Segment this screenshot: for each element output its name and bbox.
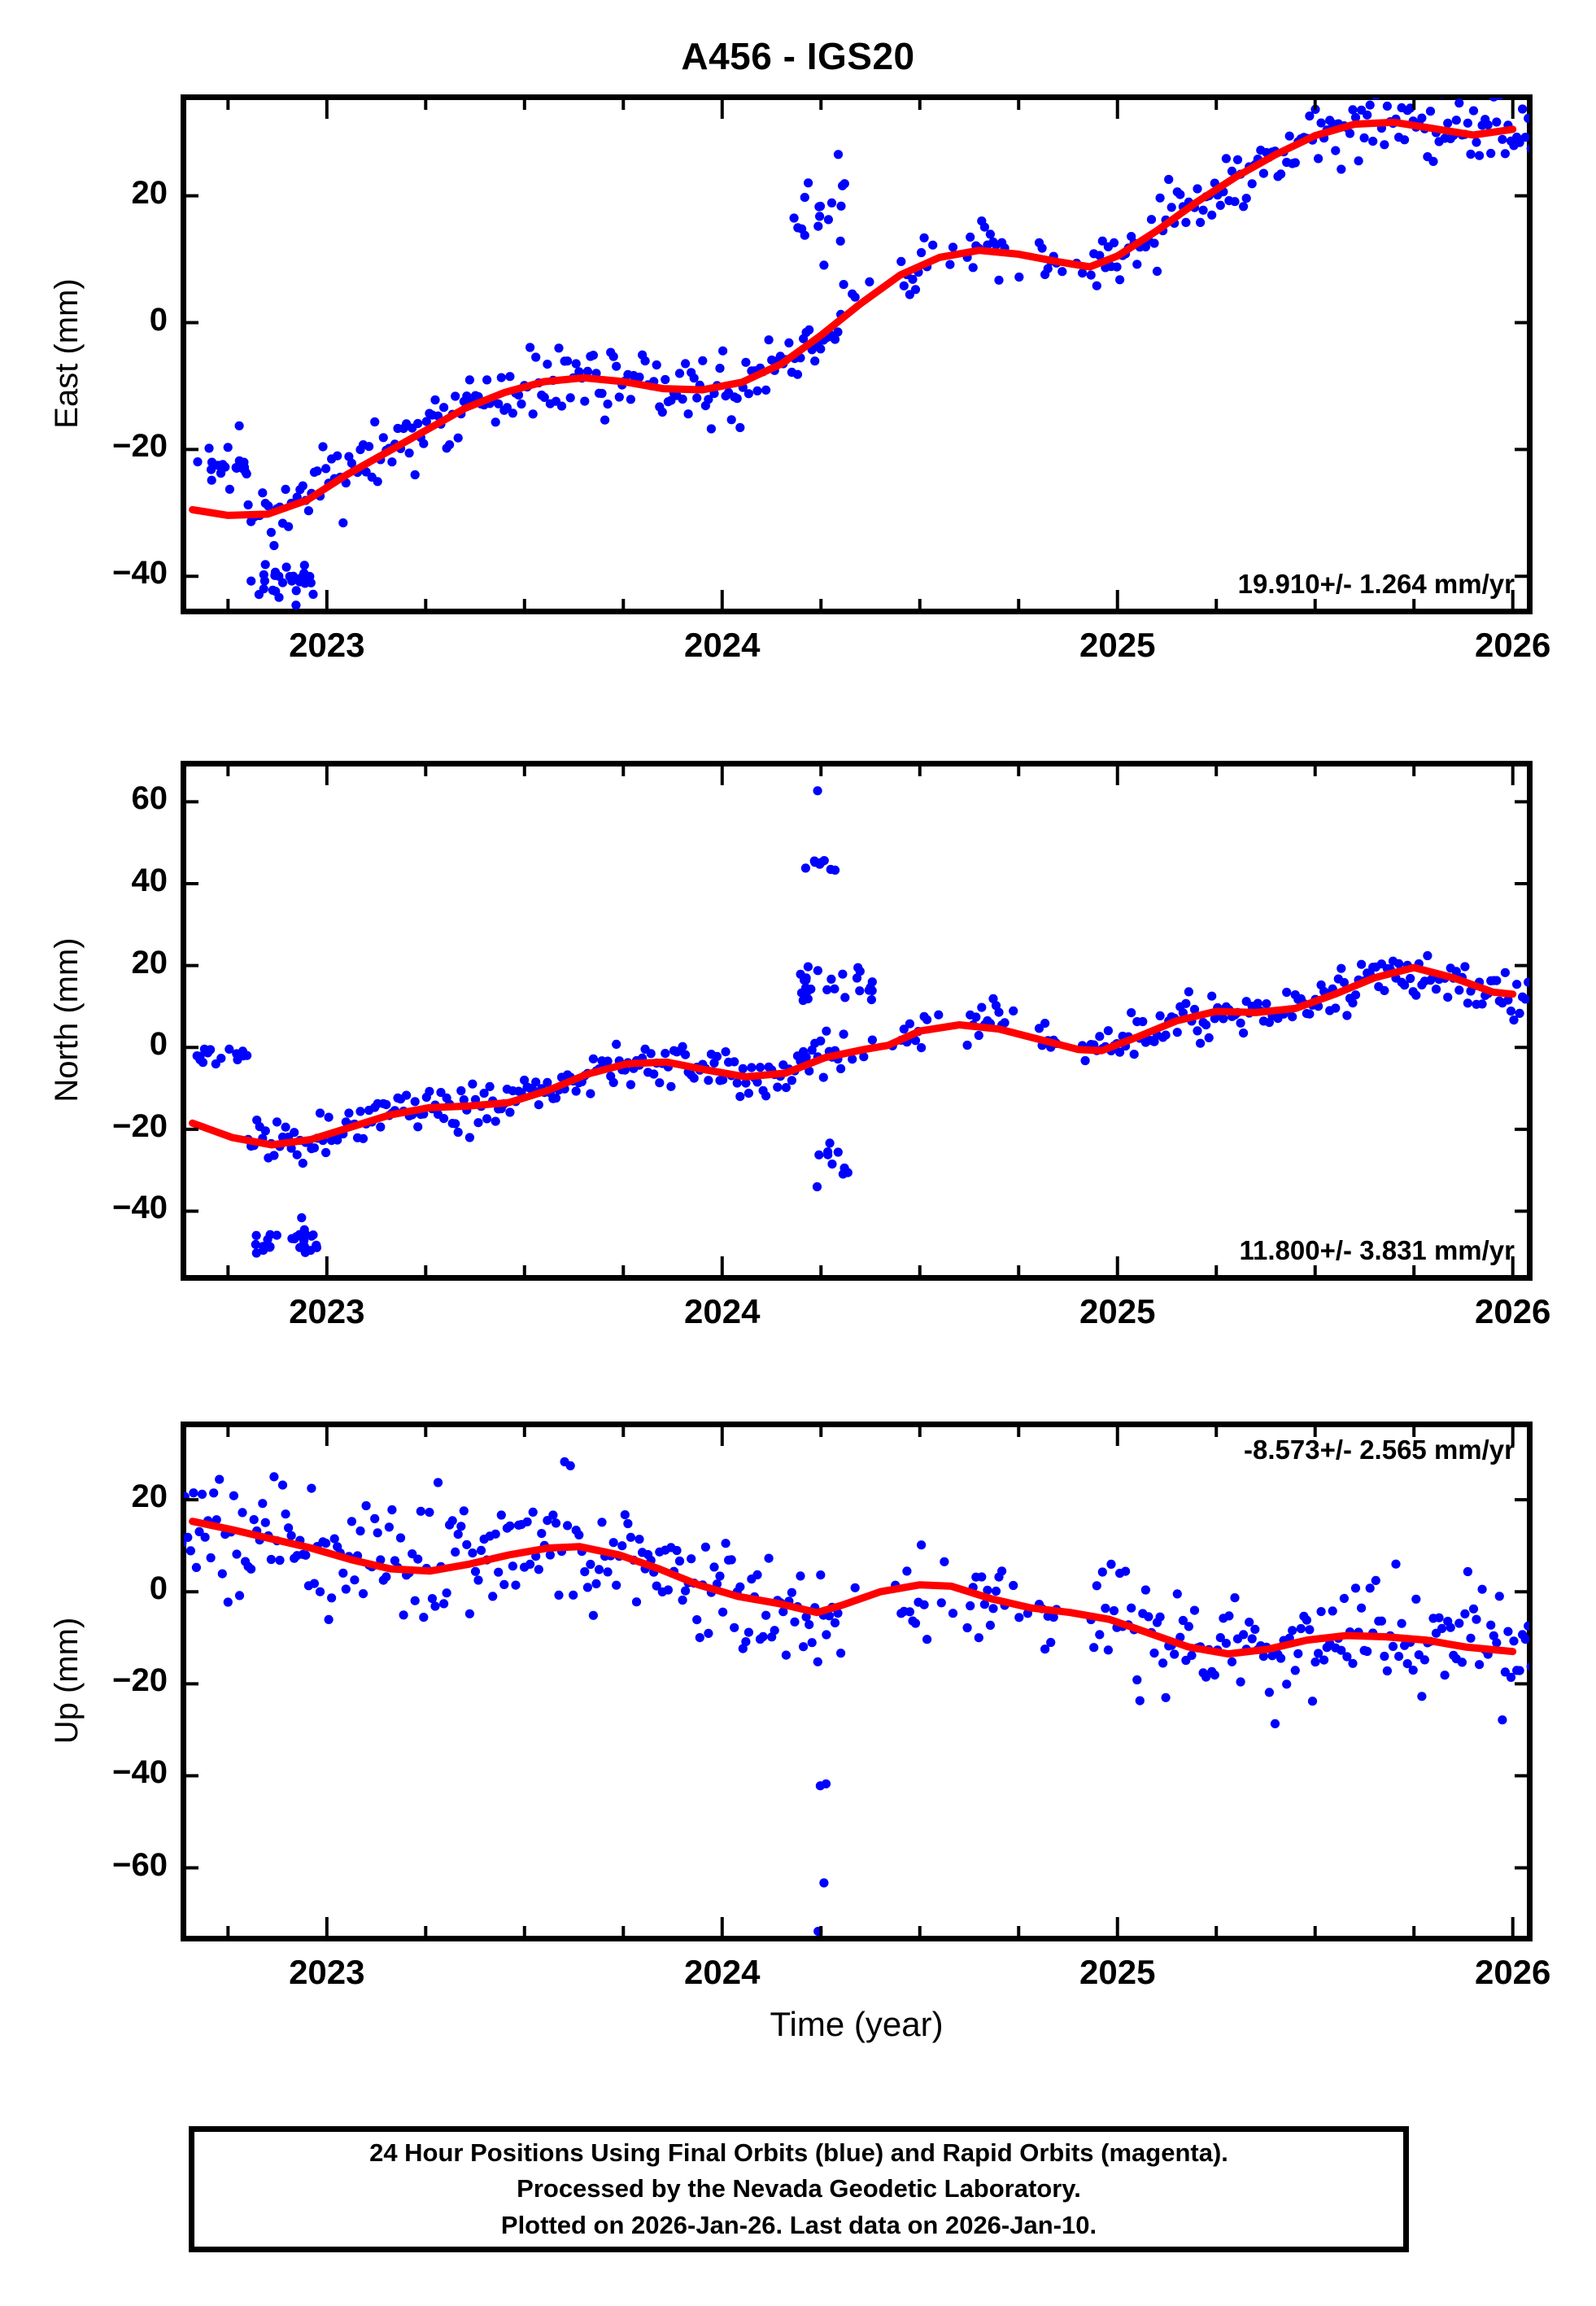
plot-canvas-up: [184, 1425, 1529, 1938]
xtick-label-up-2025: 2025: [1079, 1953, 1156, 1991]
plot-canvas-north: [184, 764, 1529, 1277]
ytick-label-east-3: −40: [112, 555, 168, 592]
panel-up: 20 0 −20 −40 −60 Up (mm) 2023 2024 2025 2026 -8.57…: [49, 1422, 1550, 1991]
xtick-label-east-2026: 2026: [1474, 626, 1551, 664]
panel-east: 20 0 −20 −40 East (mm) 2023 2024 2025 2026 19.910…: [49, 94, 1550, 664]
plot-frame-east: [181, 94, 1533, 614]
caption-line-2: Processed by the Nevada Geodetic Laborat…: [517, 2174, 1081, 2203]
xtick-label-north-2023: 2023: [289, 1292, 365, 1330]
caption-line-1: 24 Hour Positions Using Final Orbits (bl…: [369, 2138, 1228, 2168]
ytick-label-up-1: 0: [149, 1570, 168, 1607]
axis-ticks-north: [184, 764, 1529, 1277]
xtick-label-north-2026: 2026: [1474, 1292, 1551, 1330]
y-axis-title-up: Up (mm): [48, 1617, 85, 1744]
caption-box: 24 Hour Positions Using Final Orbits (bl…: [189, 2126, 1409, 2252]
ytick-label-east-2: −20: [112, 428, 168, 465]
axis-ticks-up: [184, 1425, 1529, 1938]
ytick-label-east-1: 0: [149, 301, 168, 338]
ytick-label-north-0: 60: [131, 780, 168, 817]
xtick-label-up-2023: 2023: [289, 1953, 365, 1991]
ytick-label-north-2: 20: [131, 944, 168, 980]
ytick-label-east-0: 20: [131, 174, 168, 211]
rate-annotation-north: 11.800+/- 3.831 mm/yr: [1239, 1235, 1515, 1265]
xtick-label-up-2024: 2024: [684, 1953, 761, 1991]
rate-annotation-east: 19.910+/- 1.264 mm/yr: [1237, 569, 1515, 599]
ytick-label-north-3: 0: [149, 1026, 168, 1063]
x-axis-title: Time (year): [770, 2005, 944, 2043]
y-axis-title-north: North (mm): [48, 937, 85, 1103]
caption-line-3: Plotted on 2026-Jan-26. Last data on 202…: [500, 2210, 1097, 2239]
xtick-label-east-2025: 2025: [1079, 626, 1156, 664]
plot-frame-north: [181, 761, 1533, 1281]
xtick-label-east-2024: 2024: [684, 626, 761, 664]
plot-canvas-east: [184, 98, 1529, 611]
ytick-label-up-2: −20: [112, 1662, 168, 1699]
panel-north: 60 40 20 0 −20 −40 North (mm) 2023 2024 2025 2026 1…: [49, 761, 1550, 1330]
xtick-label-east-2023: 2023: [289, 626, 365, 664]
scatter-points-north: [192, 786, 1529, 1258]
scatter-points-east: [193, 98, 1529, 610]
rate-annotation-up: -8.573+/- 2.565 mm/yr: [1244, 1435, 1515, 1465]
ytick-label-north-4: −20: [112, 1107, 168, 1144]
page-title: A456 - IGS20: [681, 35, 915, 77]
ytick-label-up-0: 20: [131, 1478, 168, 1515]
axis-ticks-east: [184, 98, 1529, 611]
trend-line-north: [189, 963, 1517, 1149]
trend-line-up: [189, 1518, 1517, 1658]
ytick-label-north-1: 40: [131, 862, 168, 898]
xtick-label-up-2026: 2026: [1474, 1953, 1551, 1991]
ytick-label-north-5: −40: [112, 1190, 168, 1226]
ytick-label-up-3: −40: [112, 1754, 168, 1791]
plot-frame-up: [181, 1422, 1533, 1941]
xtick-label-north-2024: 2024: [684, 1292, 761, 1330]
scatter-points-up: [184, 1457, 1529, 1937]
y-axis-title-east: East (mm): [48, 277, 85, 429]
trend-line-east: [189, 118, 1517, 519]
xtick-label-north-2025: 2025: [1079, 1292, 1156, 1330]
ytick-label-up-4: −60: [112, 1846, 168, 1883]
